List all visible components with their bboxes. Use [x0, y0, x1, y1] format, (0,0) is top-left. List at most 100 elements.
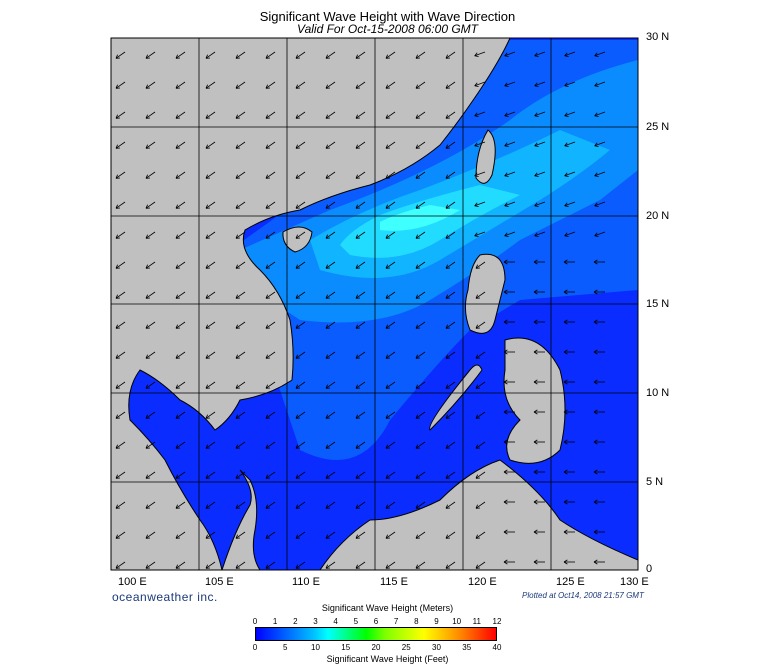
wave-arrow — [235, 321, 246, 329]
wave-arrow — [415, 411, 426, 419]
wave-arrow-head — [295, 174, 298, 179]
colorbar-tick-meters: 6 — [373, 617, 379, 626]
wave-arrow — [295, 561, 306, 569]
wave-arrow — [115, 81, 126, 89]
wave-arrow — [145, 201, 156, 209]
wave-arrow — [175, 261, 186, 269]
colorbar-tick-feet: 5 — [283, 643, 288, 652]
wave-arrow-head — [205, 354, 208, 359]
wave-arrow-head — [145, 324, 148, 329]
colorbar-tick-meters: 3 — [313, 617, 318, 626]
wave-arrow-head — [175, 234, 178, 239]
wave-arrow-head — [325, 204, 328, 209]
wave-arrow — [504, 171, 516, 177]
wave-arrow — [235, 471, 246, 479]
wave-arrow — [445, 321, 456, 329]
wave-arrow — [325, 351, 336, 359]
wave-arrow-head — [265, 204, 268, 209]
wave-arrow — [475, 351, 486, 359]
wave-arrow-head — [593, 379, 598, 383]
wave-arrow-head — [235, 294, 238, 299]
wave-arrow — [295, 501, 306, 509]
wave-arrow — [415, 561, 426, 569]
wave-arrow — [475, 411, 486, 419]
wave-arrow — [415, 291, 426, 299]
wave-arrow — [205, 201, 216, 209]
wave-arrow — [235, 171, 246, 179]
wave-arrow — [115, 531, 126, 539]
wave-arrow-head — [115, 84, 118, 89]
wave-arrow-head — [385, 504, 388, 509]
wave-arrow — [415, 111, 426, 119]
wave-arrow — [385, 81, 396, 89]
wave-arrow — [265, 531, 276, 539]
colorbar-tick-feet: 15 — [341, 643, 351, 652]
wave-arrow — [175, 351, 186, 359]
wave-arrow-head — [534, 52, 538, 57]
wave-arrow-head — [475, 504, 478, 509]
wave-arrow-head — [504, 142, 508, 147]
wave-arrow — [205, 171, 216, 179]
wave-arrow-head — [593, 411, 598, 415]
wave-arrow-head — [355, 564, 358, 569]
wave-arrow-head — [503, 561, 508, 565]
wave-arrow-head — [503, 291, 508, 295]
wave-arrow — [205, 231, 216, 239]
wave-arrow-head — [385, 444, 388, 449]
wave-arrow-head — [355, 474, 358, 479]
wave-arrow — [175, 501, 186, 509]
wave-arrow — [415, 261, 426, 269]
wave-arrow — [325, 141, 336, 149]
wave-arrow — [385, 141, 396, 149]
wave-arrow-head — [564, 82, 568, 87]
wave-arrow-head — [385, 144, 388, 149]
wave-arrow — [534, 201, 546, 207]
wave-arrow — [504, 231, 516, 237]
wave-arrow-head — [295, 414, 298, 419]
wave-arrow-head — [593, 499, 598, 503]
wave-arrow — [474, 111, 486, 117]
lon-label-105e: 105 E — [205, 576, 234, 588]
wave-arrow — [235, 351, 246, 359]
wave-arrow-head — [563, 471, 568, 475]
wave-arrow-head — [265, 264, 268, 269]
wave-arrow-head — [205, 384, 208, 389]
lat-label-5n: 5 N — [646, 476, 664, 488]
wave-arrow — [115, 321, 126, 329]
wave-arrow-head — [385, 324, 388, 329]
colorbar-tick-feet: 30 — [432, 643, 441, 652]
wave-arrow-head — [145, 384, 148, 389]
wave-arrow-head — [295, 54, 298, 59]
lat-label-10n: 10 N — [646, 387, 670, 399]
wave-arrow-head — [295, 354, 298, 359]
wave-arrow — [445, 441, 456, 449]
wave-arrow-head — [325, 414, 328, 419]
wave-arrow-head — [594, 205, 599, 207]
wave-arrow-head — [235, 504, 238, 509]
wave-arrow — [145, 381, 156, 389]
wave-arrow-head — [504, 232, 508, 237]
wave-arrow-head — [355, 84, 358, 89]
wave-arrow-head — [175, 504, 178, 509]
wave-arrow — [594, 51, 606, 57]
wave-arrow-head — [115, 234, 118, 239]
wave-arrow — [115, 501, 126, 509]
wave-arrow-head — [295, 444, 298, 449]
wave-arrow — [445, 501, 456, 509]
wave-arrow-head — [594, 52, 598, 57]
wave-arrow — [175, 231, 186, 239]
wave-arrow-head — [445, 144, 448, 149]
wave-arrow-head — [355, 384, 358, 389]
wave-arrow — [145, 261, 156, 269]
wave-arrow — [295, 351, 306, 359]
wave-arrow — [115, 51, 126, 59]
wave-arrow-head — [115, 204, 118, 209]
wave-arrow — [385, 351, 396, 359]
wave-arrow-head — [175, 474, 178, 479]
wave-arrow — [355, 441, 366, 449]
wave-arrow-head — [534, 172, 538, 177]
wave-arrow-head — [504, 112, 508, 117]
wave-arrow — [205, 81, 216, 89]
wave-arrow-head — [564, 115, 569, 117]
wave-arrow — [385, 291, 396, 299]
